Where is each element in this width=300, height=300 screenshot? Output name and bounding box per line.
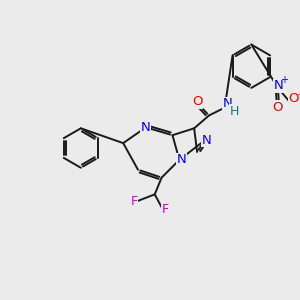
Text: F: F <box>130 195 138 208</box>
Text: F: F <box>162 202 169 216</box>
Text: O: O <box>273 101 283 114</box>
Text: H: H <box>230 105 239 118</box>
Text: N: N <box>223 97 232 110</box>
Text: N: N <box>176 153 186 167</box>
Text: N: N <box>202 134 212 147</box>
Text: -: - <box>298 89 300 99</box>
Text: N: N <box>141 121 151 134</box>
Text: +: + <box>280 75 288 85</box>
Text: O: O <box>192 95 202 108</box>
Text: N: N <box>274 80 284 92</box>
Text: O: O <box>288 92 299 105</box>
